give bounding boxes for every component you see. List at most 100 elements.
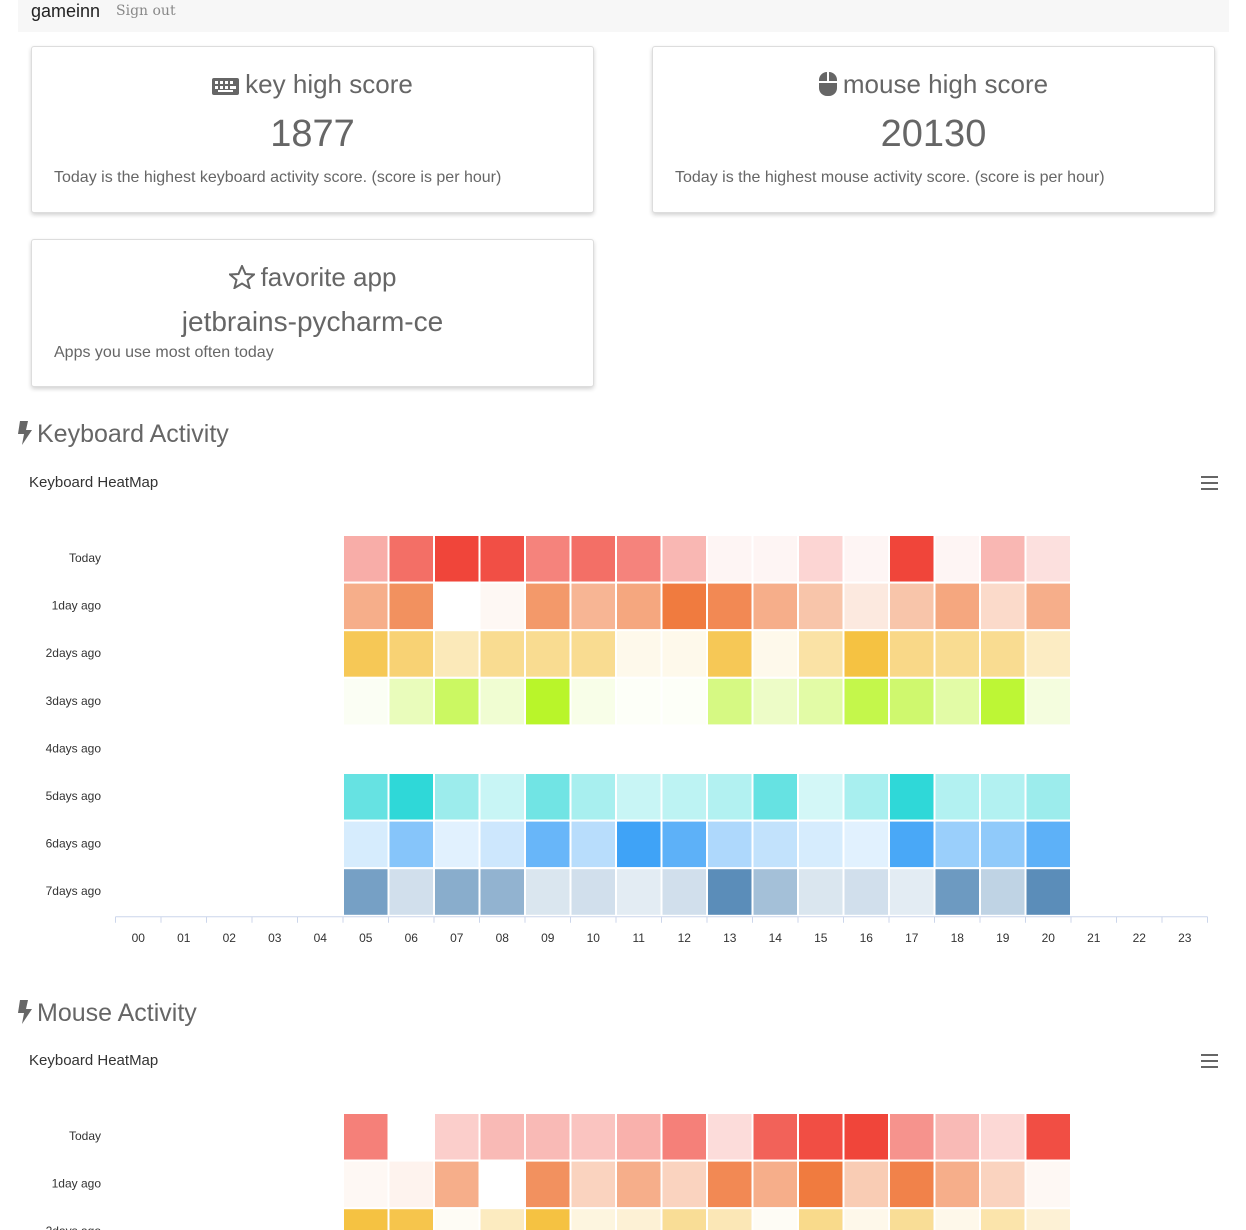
heat-cell (1024, 676, 1072, 727)
heat-cell (660, 1159, 708, 1210)
heat-cell (342, 676, 390, 727)
heat-cell (706, 1112, 754, 1162)
heat-cell (478, 676, 526, 727)
heat-cell (342, 1159, 390, 1210)
heat-cell (387, 581, 435, 632)
chart-title: Keyboard HeatMap (29, 474, 158, 491)
heat-cell (615, 1112, 663, 1162)
heat-cell (524, 676, 572, 727)
heat-cell (979, 676, 1027, 727)
heat-cell (342, 1112, 390, 1162)
heat-cell (979, 581, 1027, 632)
x-tick-label: 20 (1042, 931, 1056, 945)
heat-cell (478, 1207, 526, 1230)
heat-cell (524, 819, 572, 870)
heat-cell (888, 1112, 936, 1162)
heat-cell (569, 1207, 617, 1230)
heat-cell (342, 629, 390, 679)
heat-cell (751, 581, 799, 632)
heat-cell (1024, 1207, 1072, 1230)
brand[interactable]: gameinn (31, 1, 101, 21)
heat-cell (342, 772, 390, 822)
section-title: Mouse Activity (37, 999, 197, 1027)
row-label: Today (69, 1129, 101, 1143)
heat-cell (888, 1207, 936, 1230)
heat-cell (433, 629, 481, 679)
x-tick-label: 18 (951, 931, 965, 945)
heat-cell (842, 581, 890, 632)
heat-cell (706, 581, 754, 632)
chart-menu[interactable] (1201, 1054, 1218, 1068)
heat-cell (615, 819, 663, 870)
heat-cell (433, 534, 481, 584)
heat-cell (979, 819, 1027, 870)
card-title-row: key high score (32, 69, 593, 100)
heat-cell (797, 867, 845, 917)
heat-cell (660, 676, 708, 727)
heat-cell (524, 629, 572, 679)
heat-cell (751, 1112, 799, 1162)
heat-cell (933, 772, 981, 822)
chart-menu[interactable] (1201, 476, 1218, 490)
heat-cell (478, 819, 526, 870)
heat-cell (569, 819, 617, 870)
heat-cell (979, 629, 1027, 679)
heat-cell (342, 534, 390, 584)
heat-cell (615, 772, 663, 822)
bolt-icon (18, 1000, 32, 1024)
heat-cell (888, 534, 936, 584)
heat-cell (569, 867, 617, 917)
card-title: favorite app (260, 262, 397, 292)
heat-cell (615, 867, 663, 917)
heat-cell (342, 1207, 390, 1230)
card-value: 20130 (880, 113, 987, 155)
heat-cell (797, 772, 845, 822)
heat-cell (387, 819, 435, 870)
heat-cell (751, 676, 799, 727)
row-label: 3days ago (46, 694, 102, 708)
heat-cell (615, 534, 663, 584)
card-title-row: mouse high score (653, 69, 1214, 100)
heat-cell (979, 867, 1027, 917)
heat-cell (888, 629, 936, 679)
heat-cell (478, 629, 526, 679)
sign-out-link[interactable]: Sign out (116, 3, 176, 19)
heat-cell (342, 581, 390, 632)
heat-cell (433, 1112, 481, 1162)
card-value: 1877 (270, 113, 355, 155)
heat-cell (524, 581, 572, 632)
x-tick-label: 07 (450, 931, 464, 945)
x-tick-label: 04 (314, 931, 328, 945)
card-title: mouse high score (842, 69, 1049, 99)
card-desc: Today is the highest keyboard activity s… (54, 169, 502, 186)
heat-cell (842, 1159, 890, 1210)
row-label: 1day ago (52, 1177, 102, 1191)
heat-cell (933, 1207, 981, 1230)
x-tick-label: 14 (769, 931, 783, 945)
heat-cell (842, 1207, 890, 1230)
heat-cell (524, 772, 572, 822)
heat-cell (751, 534, 799, 584)
x-tick-label: 15 (814, 931, 828, 945)
card: key high score 1877 Today is the highest… (31, 46, 594, 213)
heat-cell (933, 534, 981, 584)
x-tick-label: 03 (268, 931, 282, 945)
heat-cell (660, 1112, 708, 1162)
heat-cell (478, 772, 526, 822)
heat-cell (797, 629, 845, 679)
heat-cell (1024, 1159, 1072, 1210)
x-tick-label: 05 (359, 931, 373, 945)
heat-cell (933, 867, 981, 917)
heat-cell (524, 534, 572, 584)
heat-cell (478, 1159, 526, 1210)
heat-cell (706, 867, 754, 917)
card-desc: Apps you use most often today (54, 344, 274, 361)
heat-cell (842, 867, 890, 917)
heat-cell (660, 534, 708, 584)
heat-cell (433, 1207, 481, 1230)
heat-cell (478, 867, 526, 917)
heat-cell (706, 772, 754, 822)
heat-cell (933, 1159, 981, 1210)
heat-cell (979, 1159, 1027, 1210)
heat-cell (1024, 1112, 1072, 1162)
